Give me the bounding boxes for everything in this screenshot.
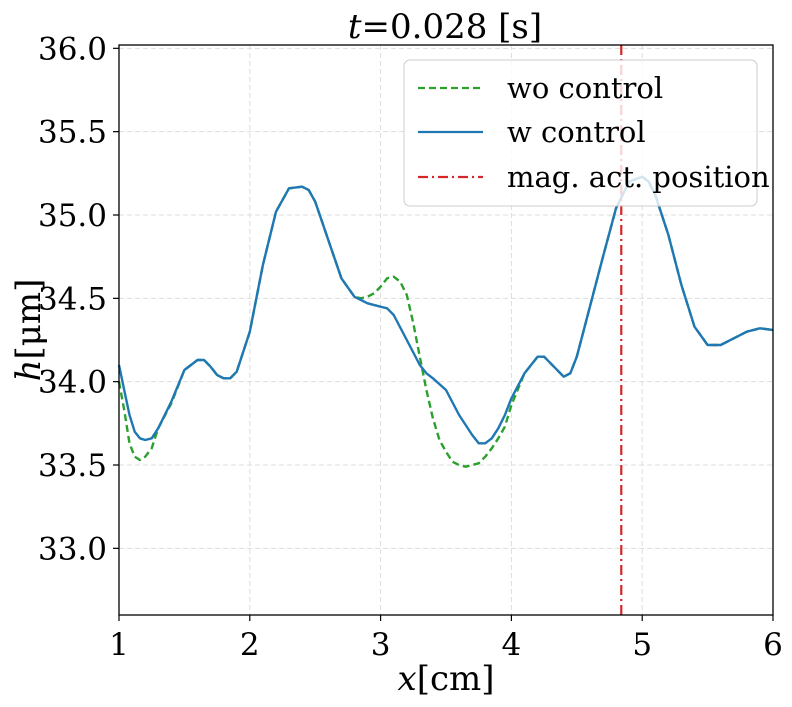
y-tick-label: 34.5 [38,281,107,317]
y-tick-label: 33.5 [38,448,107,484]
legend-label-w-control: w control [507,115,646,149]
x-tick-label: 1 [109,627,129,663]
x-tick-label: 3 [371,627,391,663]
title-italic: t [348,7,362,47]
legend: wo control w control mag. act. position [403,59,770,207]
y-axis-label: h[μm] [9,279,49,382]
x-axis-label: x[cm] [398,659,495,699]
x-tick-label: 5 [632,627,652,663]
y-tick-label: 35.5 [38,115,107,151]
y-tick-group: 33.0 33.5 34.0 34.5 35.0 35.5 36.0 [38,31,119,567]
x-tick-label: 6 [763,627,783,663]
legend-box [403,59,758,207]
x-tick-group: 1 2 3 4 5 6 [109,615,783,663]
x-tick-label: 2 [240,627,260,663]
legend-label-mag-act-position: mag. act. position [507,160,770,194]
x-tick-label: 4 [502,627,522,663]
y-axis-label-italic: h [9,359,49,381]
y-axis-label-rest: [μm] [9,279,49,360]
y-tick-label: 34.0 [38,365,107,401]
chart-title: t=0.028 [s] [348,7,542,47]
y-tick-label: 33.0 [38,531,107,567]
y-tick-label: 36.0 [38,31,107,67]
x-axis-label-rest: [cm] [417,659,495,699]
legend-label-wo-control: wo control [507,71,663,105]
series-line-w-control [117,175,774,445]
x-axis-label-italic: x [398,659,417,699]
title-rest: =0.028 [s] [362,7,543,47]
series-layer [117,175,774,468]
y-tick-label: 35.0 [38,198,107,234]
plot-frame [118,44,774,616]
series-line-wo-control [117,175,774,468]
